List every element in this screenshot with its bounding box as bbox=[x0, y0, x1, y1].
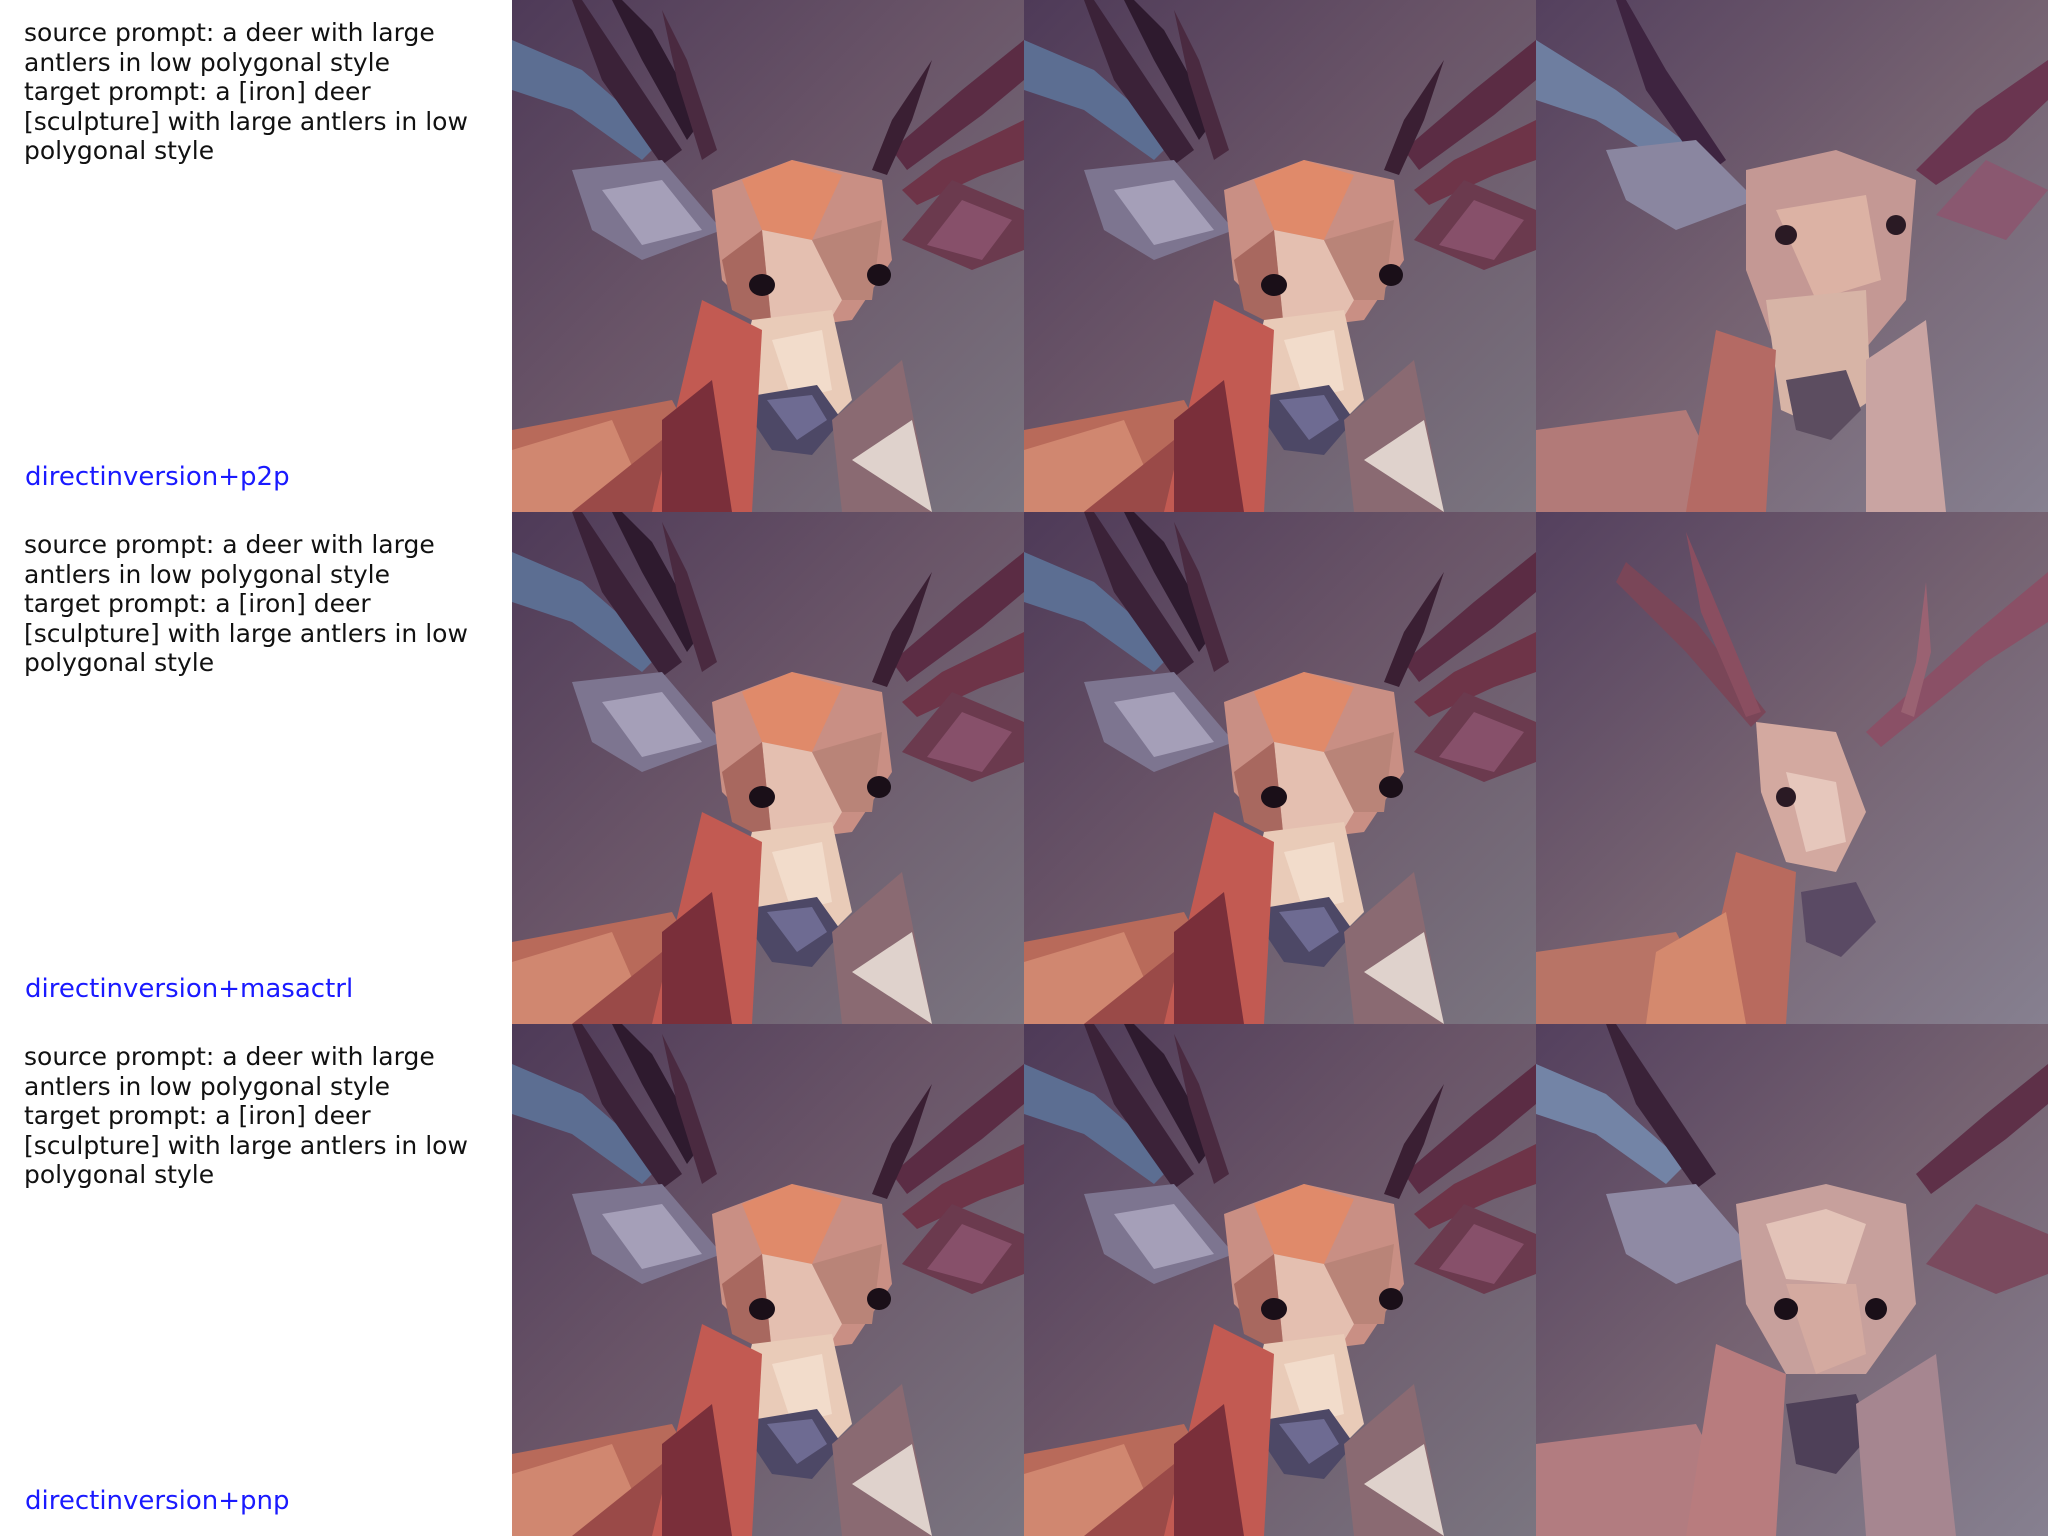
edited-image bbox=[1536, 512, 2048, 1024]
source-image bbox=[512, 512, 1024, 1024]
prompt-line: target prompt: a [iron] deer bbox=[24, 589, 371, 618]
prompt-line: polygonal style bbox=[24, 1160, 215, 1189]
prompt-text: source prompt: a deer with large antlers… bbox=[24, 530, 494, 678]
prompt-line: [sculpture] with large antlers in low bbox=[24, 1130, 468, 1160]
prompt-line: antlers in low polygonal style bbox=[24, 559, 390, 589]
comparison-row-p2p: source prompt: a deer with large antlers… bbox=[0, 0, 2048, 512]
prompt-line: target prompt: a [iron] deer bbox=[24, 1101, 371, 1130]
prompt-line: polygonal style bbox=[24, 136, 215, 165]
prompt-line: polygonal style bbox=[24, 648, 215, 677]
prompt-line: source prompt: a deer with large bbox=[24, 18, 435, 47]
prompt-line: source prompt: a deer with large bbox=[24, 530, 435, 559]
prompt-line: source prompt: a deer with large bbox=[24, 1042, 435, 1071]
comparison-row-masactrl: source prompt: a deer with large antlers… bbox=[0, 512, 2048, 1024]
method-label: directinversion+pnp bbox=[25, 1486, 290, 1516]
reconstructed-image bbox=[1024, 512, 1536, 1024]
reconstructed-image bbox=[1024, 0, 1536, 512]
edited-image bbox=[1536, 1024, 2048, 1536]
method-label: directinversion+p2p bbox=[25, 462, 290, 492]
caption-cell: source prompt: a deer with large antlers… bbox=[0, 1024, 512, 1536]
caption-cell: source prompt: a deer with large antlers… bbox=[0, 0, 512, 512]
reconstructed-image bbox=[1024, 1024, 1536, 1536]
comparison-row-pnp: source prompt: a deer with large antlers… bbox=[0, 1024, 2048, 1536]
prompt-line: target prompt: a [iron] deer bbox=[24, 77, 371, 106]
source-image bbox=[512, 1024, 1024, 1536]
caption-cell: source prompt: a deer with large antlers… bbox=[0, 512, 512, 1024]
source-image bbox=[512, 0, 1024, 512]
prompt-line: [sculpture] with large antlers in low bbox=[24, 618, 468, 648]
prompt-text: source prompt: a deer with large antlers… bbox=[24, 18, 494, 166]
prompt-line: antlers in low polygonal style bbox=[24, 1071, 390, 1101]
prompt-line: [sculpture] with large antlers in low bbox=[24, 106, 468, 136]
method-label: directinversion+masactrl bbox=[25, 974, 354, 1004]
edited-image bbox=[1536, 0, 2048, 512]
prompt-text: source prompt: a deer with large antlers… bbox=[24, 1042, 494, 1190]
prompt-line: antlers in low polygonal style bbox=[24, 47, 390, 77]
